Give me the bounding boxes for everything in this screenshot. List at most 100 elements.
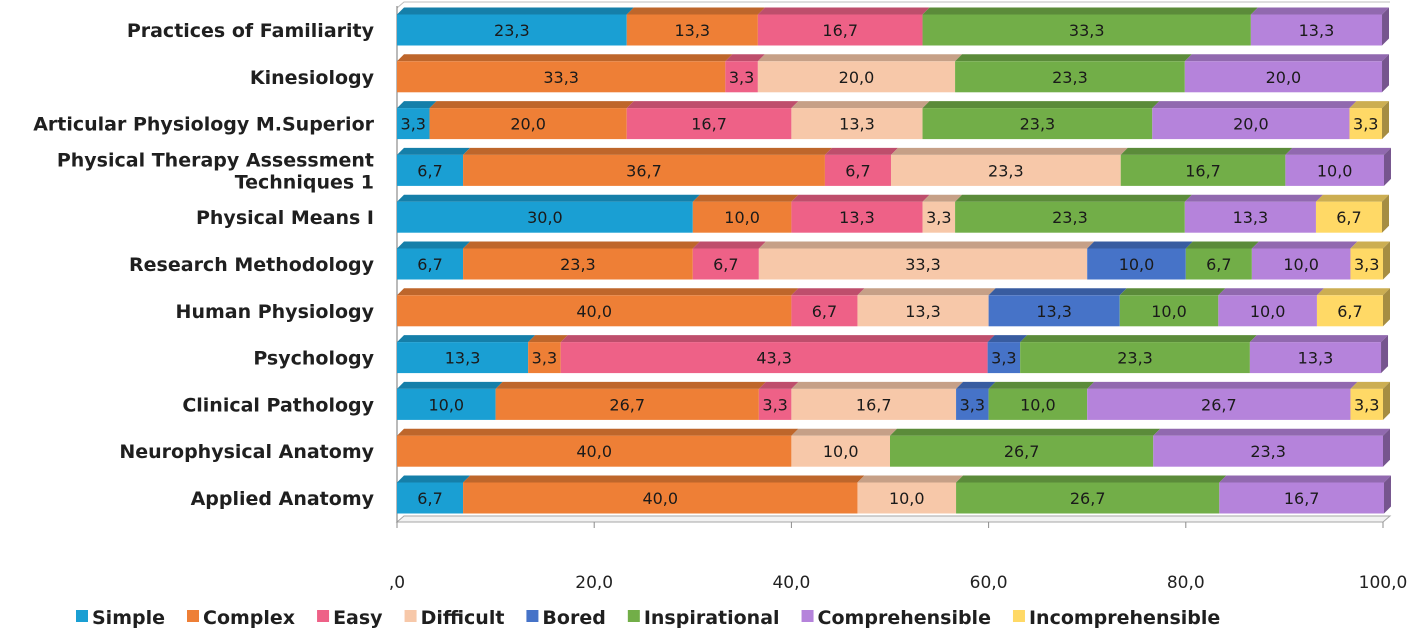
bar-segment-top: [987, 335, 1028, 343]
legend-swatch: [801, 610, 814, 622]
category-label: Human Physiology: [176, 301, 375, 323]
bar-segment-top: [922, 101, 1160, 109]
bar-segment: [757, 61, 956, 93]
data-label: 20,0: [839, 68, 875, 87]
bar-segment-top: [429, 101, 634, 109]
bar-segment-top: [791, 381, 964, 389]
legend-swatch: [1012, 610, 1025, 622]
data-label: 16,7: [856, 395, 892, 414]
data-label: 13,3: [839, 208, 875, 227]
bar-segment-top: [1285, 147, 1391, 155]
bar-segment: [791, 108, 923, 140]
bar-segment-side: [1381, 335, 1389, 374]
bar-segment: [397, 108, 430, 140]
data-label: 23,3: [988, 161, 1024, 180]
bar-segment: [560, 342, 988, 374]
bar-segment: [1087, 388, 1351, 420]
data-label: 10,0: [428, 395, 464, 414]
data-label: 33,3: [1069, 21, 1105, 40]
bar-segment-top: [397, 7, 634, 15]
bar-segment: [1315, 201, 1383, 233]
category-label: Practices of Familiarity: [127, 20, 375, 42]
bar-segment: [857, 295, 989, 327]
data-label: 6,7: [845, 161, 870, 180]
data-label: 20,0: [1233, 115, 1269, 134]
bar-segment-top: [397, 381, 503, 389]
bar-segment: [626, 108, 792, 140]
bar-segment-top: [758, 241, 1095, 249]
data-label: 36,7: [626, 161, 662, 180]
bar-segment-top: [626, 7, 765, 15]
legend-label: Simple: [92, 607, 165, 629]
bar-segment: [1251, 248, 1351, 280]
data-label: 23,3: [1052, 68, 1088, 87]
data-label: 3,3: [762, 395, 787, 414]
bar-segment-side: [1382, 54, 1390, 93]
bar-segment: [922, 14, 1251, 46]
legend: Simple Complex Easy Difficult Bored Inspirati…: [76, 607, 1220, 629]
bar-segment-top: [463, 147, 832, 155]
bar-segment-top: [890, 428, 1161, 436]
bar-segment-top: [1316, 288, 1390, 296]
legend-label: Inspirational: [644, 607, 780, 629]
category-label: Physical Therapy Assessment: [57, 149, 374, 171]
bar-segment: [791, 201, 923, 233]
data-label: 10,0: [889, 489, 925, 508]
bar-segment-top: [397, 335, 536, 343]
data-label: 20,0: [510, 115, 546, 134]
bar-segment-top: [1184, 54, 1390, 62]
x-tick-label: 20,0: [575, 573, 613, 593]
bar-segment: [397, 342, 529, 374]
data-label: 13,3: [1036, 302, 1072, 321]
bar-segment: [824, 154, 891, 186]
bar-segment: [791, 388, 957, 420]
bar-segment-top: [890, 147, 1128, 155]
bar-segment-top: [1020, 335, 1257, 343]
bar-row: 13,3 3,3 43,3 3,3 23,3 13,3: [397, 335, 1389, 374]
data-label: 13,3: [905, 302, 941, 321]
bar-segment: [692, 248, 759, 280]
data-label: 40,0: [576, 302, 612, 321]
data-label: 3,3: [729, 68, 754, 87]
legend-label: Easy: [333, 607, 383, 629]
bar-segment-top: [528, 335, 568, 343]
bar-segment: [463, 248, 693, 280]
data-label: 23,3: [1020, 115, 1056, 134]
bar-segment-top: [1120, 147, 1293, 155]
bar-segment-top: [791, 101, 930, 109]
bar-segment-top: [495, 381, 766, 389]
plot-floor: [395, 515, 1392, 523]
data-label: 23,3: [560, 255, 596, 274]
bar-segment-side: [1383, 147, 1391, 186]
bar-segment: [988, 388, 1088, 420]
data-label: 3,3: [991, 349, 1016, 368]
data-label: 10,0: [1250, 302, 1286, 321]
bar-segment: [1153, 435, 1383, 467]
bar-segment-top: [922, 7, 1258, 15]
legend-item: Inspirational: [627, 607, 780, 629]
category-label: Articular Physiology M.Superior: [33, 114, 374, 136]
bar-row: 40,0 10,0 26,7 23,3: [397, 428, 1390, 467]
bar-segment-top: [791, 288, 865, 296]
bar-row: 30,0 10,0 13,3 3,3 23,3 13,3 6,7: [397, 194, 1390, 233]
data-label: 13,3: [839, 115, 875, 134]
bar-segment-top: [397, 288, 799, 296]
data-label: 33,3: [543, 68, 579, 87]
bar-segment-top: [1315, 194, 1390, 202]
bar-segment: [397, 61, 726, 93]
bar-segment: [956, 388, 989, 420]
bar-row: 10,0 26,7 3,3 16,7 3,3 10,0 26,7 3,3: [397, 381, 1390, 420]
data-label: 16,7: [1185, 161, 1221, 180]
bar-segment: [987, 342, 1021, 374]
bar-segment-top: [791, 194, 930, 202]
bar-segment: [397, 201, 693, 233]
bar-segment: [725, 61, 758, 93]
bar-segment-top: [857, 475, 964, 483]
data-label: 40,0: [642, 489, 678, 508]
bar-segment-top: [956, 381, 996, 389]
legend-label: Complex: [203, 607, 295, 629]
bar-segment-top: [1249, 335, 1389, 343]
legend-swatch: [404, 610, 417, 622]
bar-segment-top: [1087, 241, 1193, 249]
